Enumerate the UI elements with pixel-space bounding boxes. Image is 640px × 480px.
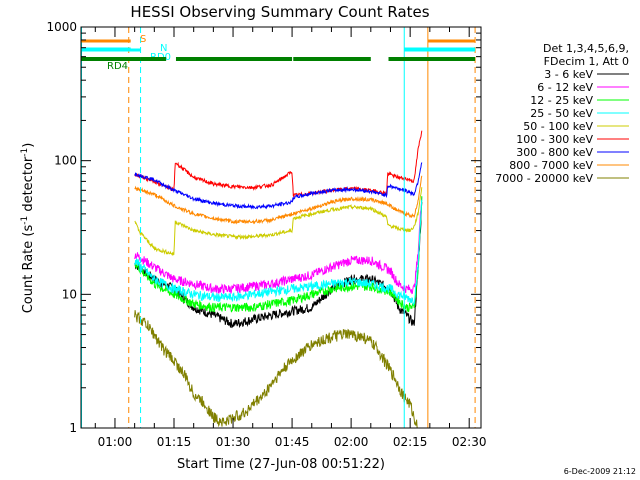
x-tick-label-3: 01:30 [216, 435, 251, 449]
axis-ticks: 1 10 100 1000 01:00 01:15 01:30 01:45 02:00 02:15… [46, 20, 486, 449]
legend-label-9: 7000 - 20000 keV [495, 172, 593, 185]
y-tick-label-3: 100 [54, 154, 77, 168]
x-tick-label-1: 01:00 [98, 435, 133, 449]
legend-label-1: 3 - 6 keV [544, 68, 593, 81]
x-tick-label-5: 02:00 [334, 435, 369, 449]
y-axis-label-mid: detector [21, 156, 36, 216]
plot-frame [80, 26, 482, 429]
legend-label-7: 300 - 800 keV [516, 146, 593, 159]
series-line-5 [134, 187, 423, 257]
series-line-9 [134, 310, 418, 428]
series-line-4 [134, 199, 423, 307]
flag-label-s: S [140, 34, 146, 45]
x-tick-label-6: 02:15 [393, 435, 428, 449]
series-line-7 [134, 162, 423, 210]
series-line-3 [134, 196, 423, 313]
y-tick-label-1: 1 [69, 421, 77, 435]
legend-label-3: 12 - 25 keV [530, 94, 593, 107]
y-tick-label-2: 10 [62, 287, 77, 301]
y-axis-label-main: Count Rate (s [21, 225, 36, 314]
y-axis-label-sup1: -1 [20, 216, 30, 225]
x-tick-label-4: 01:45 [275, 435, 310, 449]
chart-title: HESSI Observing Summary Count Rates [130, 3, 429, 21]
x-tick-label-7: 02:30 [452, 435, 487, 449]
legend-label-6: 100 - 300 keV [516, 133, 593, 146]
y-axis-label-sup2: -1 [20, 148, 30, 157]
flag-label-rd4: RD4 [107, 61, 128, 72]
footer-date: 6-Dec-2009 21:12 [564, 467, 636, 476]
legend: Det 1,3,4,5,6,9, FDecim 1, Att 0 3 - 6 k… [495, 42, 629, 185]
legend-label-4: 25 - 50 keV [530, 107, 593, 120]
flag-label-n: N [160, 43, 167, 54]
series-line-2 [134, 197, 423, 295]
series-line-6 [134, 130, 423, 199]
series-line-8 [134, 175, 423, 225]
y-axis-label: Count Rate (s-1 detector-1) [20, 143, 36, 314]
legend-header-fdecim: FDecim 1, Att 0 [544, 55, 629, 68]
x-tick-label-2: 01:15 [157, 435, 192, 449]
legend-label-8: 800 - 7000 keV [509, 159, 593, 172]
legend-header-detectors: Det 1,3,4,5,6,9, [543, 42, 629, 55]
legend-label-5: 50 - 100 keV [523, 120, 593, 133]
legend-label-2: 6 - 12 keV [537, 81, 593, 94]
x-axis-label: Start Time (27-Jun-08 00:51:22) [177, 457, 385, 472]
plot-area: SNRD0RD4 [81, 27, 476, 428]
y-axis-label-end: ) [21, 143, 36, 148]
y-tick-label-4: 1000 [46, 20, 77, 34]
